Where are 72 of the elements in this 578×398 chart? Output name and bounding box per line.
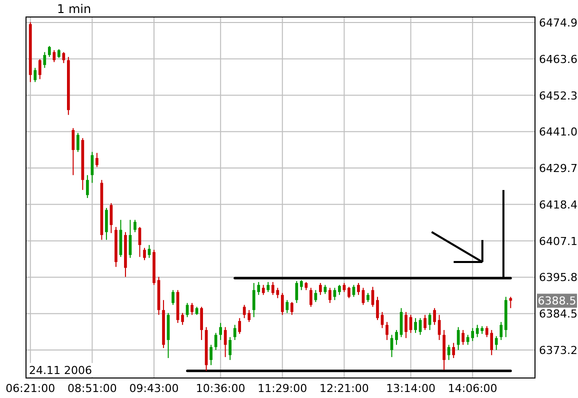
candlestick bbox=[404, 311, 408, 339]
candlestick bbox=[376, 296, 379, 321]
candlestick bbox=[228, 336, 232, 360]
candlestick bbox=[52, 50, 56, 63]
candlestick bbox=[238, 318, 242, 334]
candlestick bbox=[172, 290, 174, 306]
candlestick bbox=[386, 321, 388, 340]
candlestick bbox=[96, 152, 98, 168]
candlestick bbox=[462, 330, 464, 346]
candlestick bbox=[143, 247, 146, 261]
x-tick-label: 14:06:00 bbox=[448, 382, 498, 395]
candlestick bbox=[219, 322, 222, 340]
candlestick bbox=[328, 287, 332, 304]
candlestick bbox=[200, 306, 203, 340]
candlestick bbox=[494, 336, 498, 350]
candlestick bbox=[319, 282, 322, 296]
candlestick bbox=[76, 132, 80, 152]
y-tick-label: 6373.2 bbox=[539, 344, 578, 357]
candlestick bbox=[348, 286, 350, 299]
candlestick bbox=[233, 324, 236, 340]
x-tick-label: 06:21:00 bbox=[6, 382, 56, 395]
candlestick bbox=[452, 342, 455, 359]
y-tick-label: 6441.0 bbox=[539, 126, 578, 139]
candlestick bbox=[210, 344, 212, 366]
y-tick-label: 6474.9 bbox=[539, 16, 578, 30]
candlestick bbox=[105, 207, 108, 240]
candlestick bbox=[509, 296, 512, 309]
candlestick bbox=[224, 326, 227, 358]
candlestick bbox=[62, 52, 66, 64]
candlestick bbox=[43, 52, 46, 68]
candlestick bbox=[366, 292, 370, 302]
candlestick bbox=[357, 282, 360, 296]
candlestick bbox=[300, 280, 303, 291]
candlestick bbox=[314, 290, 318, 302]
y-tick-label: 6429.7 bbox=[539, 162, 578, 176]
candlestick bbox=[433, 308, 436, 326]
x-tick-label: 09:43:00 bbox=[129, 382, 179, 395]
candlestick bbox=[424, 314, 426, 331]
candlestick bbox=[338, 284, 341, 296]
y-tick-label: 6418.4 bbox=[539, 198, 578, 212]
y-tick-label: 6407.1 bbox=[539, 234, 578, 248]
candlestick bbox=[38, 58, 42, 80]
y-tick-label: 6395.8 bbox=[539, 271, 578, 284]
text: 6388.5 bbox=[538, 294, 576, 308]
y-tick-label: 6463.6 bbox=[539, 52, 578, 66]
candlestick bbox=[500, 321, 503, 340]
x-tick-label: 08:51:00 bbox=[67, 382, 117, 395]
candlestick bbox=[395, 330, 398, 346]
candlestick bbox=[262, 284, 265, 296]
candlestick bbox=[134, 219, 136, 233]
candlestick bbox=[48, 45, 51, 58]
candlestick bbox=[295, 280, 298, 304]
candlestick bbox=[266, 282, 270, 293]
x-tick-label: 10:36:00 bbox=[196, 382, 246, 395]
annotation: 24.11 2006 bbox=[29, 364, 92, 377]
candlestick bbox=[34, 67, 37, 83]
candlestick bbox=[280, 292, 284, 316]
candlestick bbox=[290, 302, 294, 316]
candlestick bbox=[309, 287, 312, 308]
candlestick bbox=[181, 312, 184, 326]
candlestick bbox=[72, 128, 75, 176]
x-tick-label: 11:29:00 bbox=[258, 382, 308, 395]
candlestick bbox=[414, 318, 417, 334]
candlestick bbox=[86, 174, 89, 198]
candlestick bbox=[333, 287, 336, 301]
candlestick bbox=[286, 300, 289, 314]
x-tick-label: 12:21:00 bbox=[320, 382, 369, 395]
x-tick-label: 13:14:00 bbox=[386, 382, 436, 395]
candlestick bbox=[190, 302, 194, 316]
chart-title: 1 min bbox=[57, 2, 92, 16]
y-tick-label: 6384.5 bbox=[539, 308, 578, 321]
y-tick-label: 6452.3 bbox=[539, 89, 578, 102]
